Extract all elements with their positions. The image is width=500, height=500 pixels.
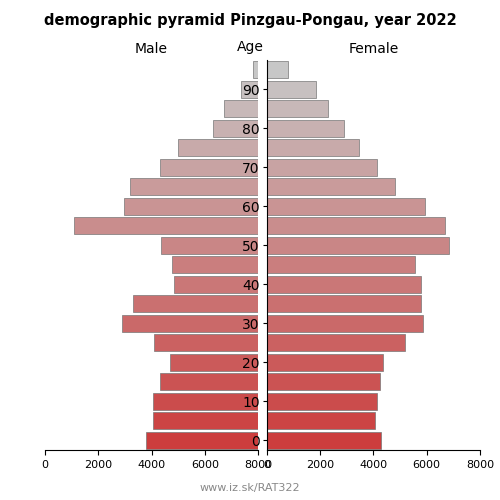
Bar	[253, 62, 258, 78]
Bar	[133, 296, 258, 312]
Bar	[267, 218, 446, 234]
Title: Female: Female	[348, 42, 399, 56]
Bar	[267, 140, 358, 156]
Bar	[124, 198, 258, 214]
Bar	[130, 178, 258, 195]
Bar	[267, 315, 422, 332]
Bar	[267, 100, 328, 117]
Bar	[153, 412, 258, 429]
Bar	[74, 218, 258, 234]
Bar	[267, 178, 394, 195]
Bar	[178, 140, 258, 156]
Bar	[267, 374, 380, 390]
Bar	[154, 334, 258, 351]
Bar	[160, 159, 258, 176]
Bar	[267, 432, 382, 448]
Bar	[267, 393, 378, 409]
Text: www.iz.sk/RAT322: www.iz.sk/RAT322	[200, 482, 300, 492]
Bar	[153, 393, 258, 409]
Bar	[224, 100, 258, 117]
Bar	[267, 334, 406, 351]
Bar	[267, 256, 414, 273]
Title: Male: Male	[135, 42, 168, 56]
Bar	[213, 120, 258, 136]
Bar	[267, 159, 378, 176]
Bar	[161, 237, 258, 254]
Bar	[267, 198, 426, 214]
Bar	[241, 81, 258, 98]
Bar	[267, 237, 450, 254]
Bar	[267, 296, 422, 312]
Bar	[170, 354, 258, 370]
Bar	[122, 315, 258, 332]
Bar	[146, 432, 258, 448]
Bar	[160, 374, 258, 390]
Text: Age: Age	[236, 40, 264, 54]
Bar	[267, 276, 422, 292]
Bar	[172, 256, 258, 273]
Bar	[267, 81, 316, 98]
Bar	[174, 276, 258, 292]
Bar	[267, 354, 382, 370]
Bar	[267, 412, 374, 429]
Text: demographic pyramid Pinzgau-Pongau, year 2022: demographic pyramid Pinzgau-Pongau, year…	[44, 12, 457, 28]
Bar	[267, 62, 288, 78]
Bar	[267, 120, 344, 136]
